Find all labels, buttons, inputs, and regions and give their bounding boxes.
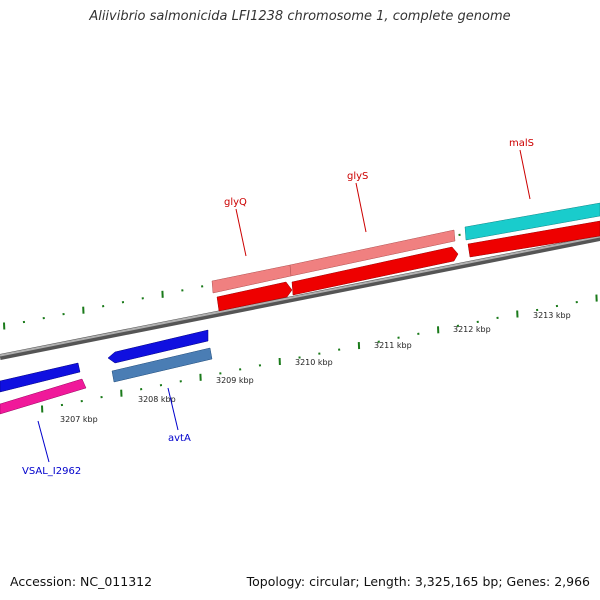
gene-glyq-feature[interactable]: [211, 264, 293, 312]
gene-avta-feature[interactable]: [107, 329, 213, 383]
leader-line: [355, 182, 367, 233]
tick-label: 3209 kbp: [216, 376, 254, 385]
gene-mals-feature[interactable]: [464, 202, 600, 258]
gene-label-glys[interactable]: glyS: [347, 171, 368, 182]
gene-vsal-i2962-feature[interactable]: [0, 362, 87, 415]
tick-label: 3212 kbp: [453, 325, 491, 334]
map-title: Aliivibrio salmonicida LFI1238 chromosom…: [89, 9, 511, 24]
gene-label-avta[interactable]: avtA: [168, 433, 191, 444]
leader-line: [37, 420, 50, 463]
lower-tick-row: [41, 294, 598, 413]
accession-text: Accession: NC_011312: [10, 574, 153, 589]
leader-line: [167, 387, 179, 431]
leader-line: [235, 208, 247, 257]
leader-line: [519, 149, 531, 200]
tick-label: 3207 kbp: [60, 415, 98, 424]
gene-label-glyq[interactable]: glyQ: [224, 197, 247, 208]
gene-label-vsal-i2962[interactable]: VSAL_I2962: [22, 466, 81, 477]
backbone: [0, 235, 600, 360]
tick-label: 3213 kbp: [533, 311, 571, 320]
gene-glys-feature[interactable]: [289, 229, 459, 296]
gene-label-mals[interactable]: malS: [509, 138, 534, 149]
tick-label: 3208 kbp: [138, 395, 176, 404]
tick-label: 3210 kbp: [295, 358, 333, 367]
tick-label: 3211 kbp: [374, 341, 412, 350]
topology-stats-text: Topology: circular; Length: 3,325,165 bp…: [246, 574, 590, 589]
